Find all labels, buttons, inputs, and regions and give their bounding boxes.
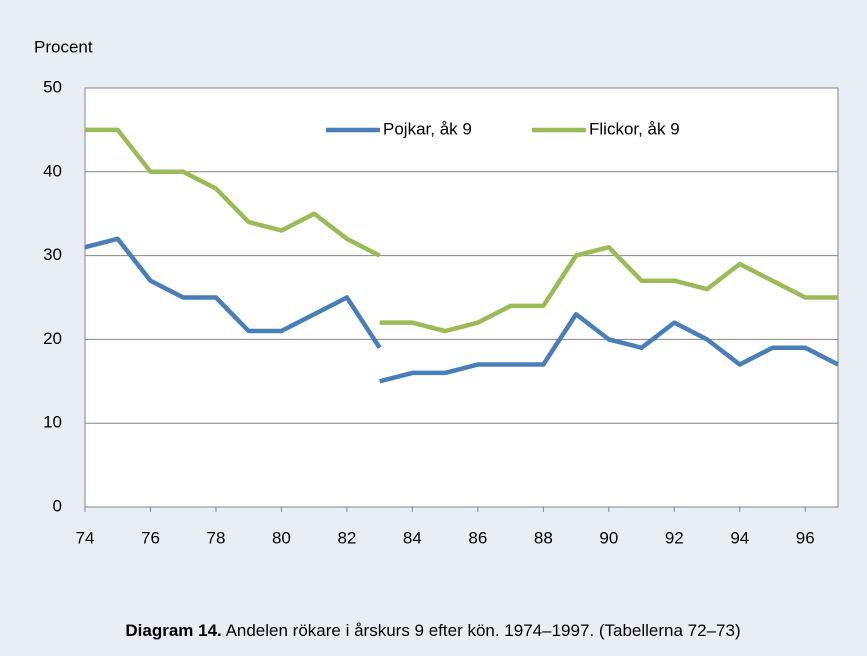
- x-tick-label: 96: [796, 528, 815, 547]
- x-tick-label: 74: [76, 528, 95, 547]
- x-tick-label: 80: [272, 528, 291, 547]
- caption-label: Diagram 14.: [125, 621, 221, 640]
- x-tick-label: 84: [403, 528, 422, 547]
- y-axis-label: Procent: [34, 37, 93, 56]
- x-tick-label: 88: [534, 528, 553, 547]
- y-tick-label: 40: [43, 161, 62, 180]
- x-tick-label: 76: [141, 528, 160, 547]
- legend-label: Flickor, åk 9: [589, 119, 680, 138]
- y-tick-label: 10: [43, 413, 62, 432]
- caption-text: Andelen rökare i årskurs 9 efter kön. 19…: [226, 621, 741, 640]
- x-tick-label: 92: [665, 528, 684, 547]
- caption: Diagram 14. Andelen rökare i årskurs 9 e…: [125, 621, 740, 640]
- x-tick-label: 78: [206, 528, 225, 547]
- series-line: [85, 127, 838, 334]
- series-line: [84, 236, 840, 384]
- x-tick-label: 82: [337, 528, 356, 547]
- x-tick-label: 90: [599, 528, 618, 547]
- y-tick-label: 0: [53, 496, 62, 515]
- y-tick-label: 30: [43, 245, 62, 264]
- x-tick-label: 94: [730, 528, 749, 547]
- legend-label: Pojkar, åk 9: [383, 119, 472, 138]
- y-tick-label: 50: [43, 77, 62, 96]
- x-tick-label: 86: [468, 528, 487, 547]
- y-tick-label: 20: [43, 329, 62, 348]
